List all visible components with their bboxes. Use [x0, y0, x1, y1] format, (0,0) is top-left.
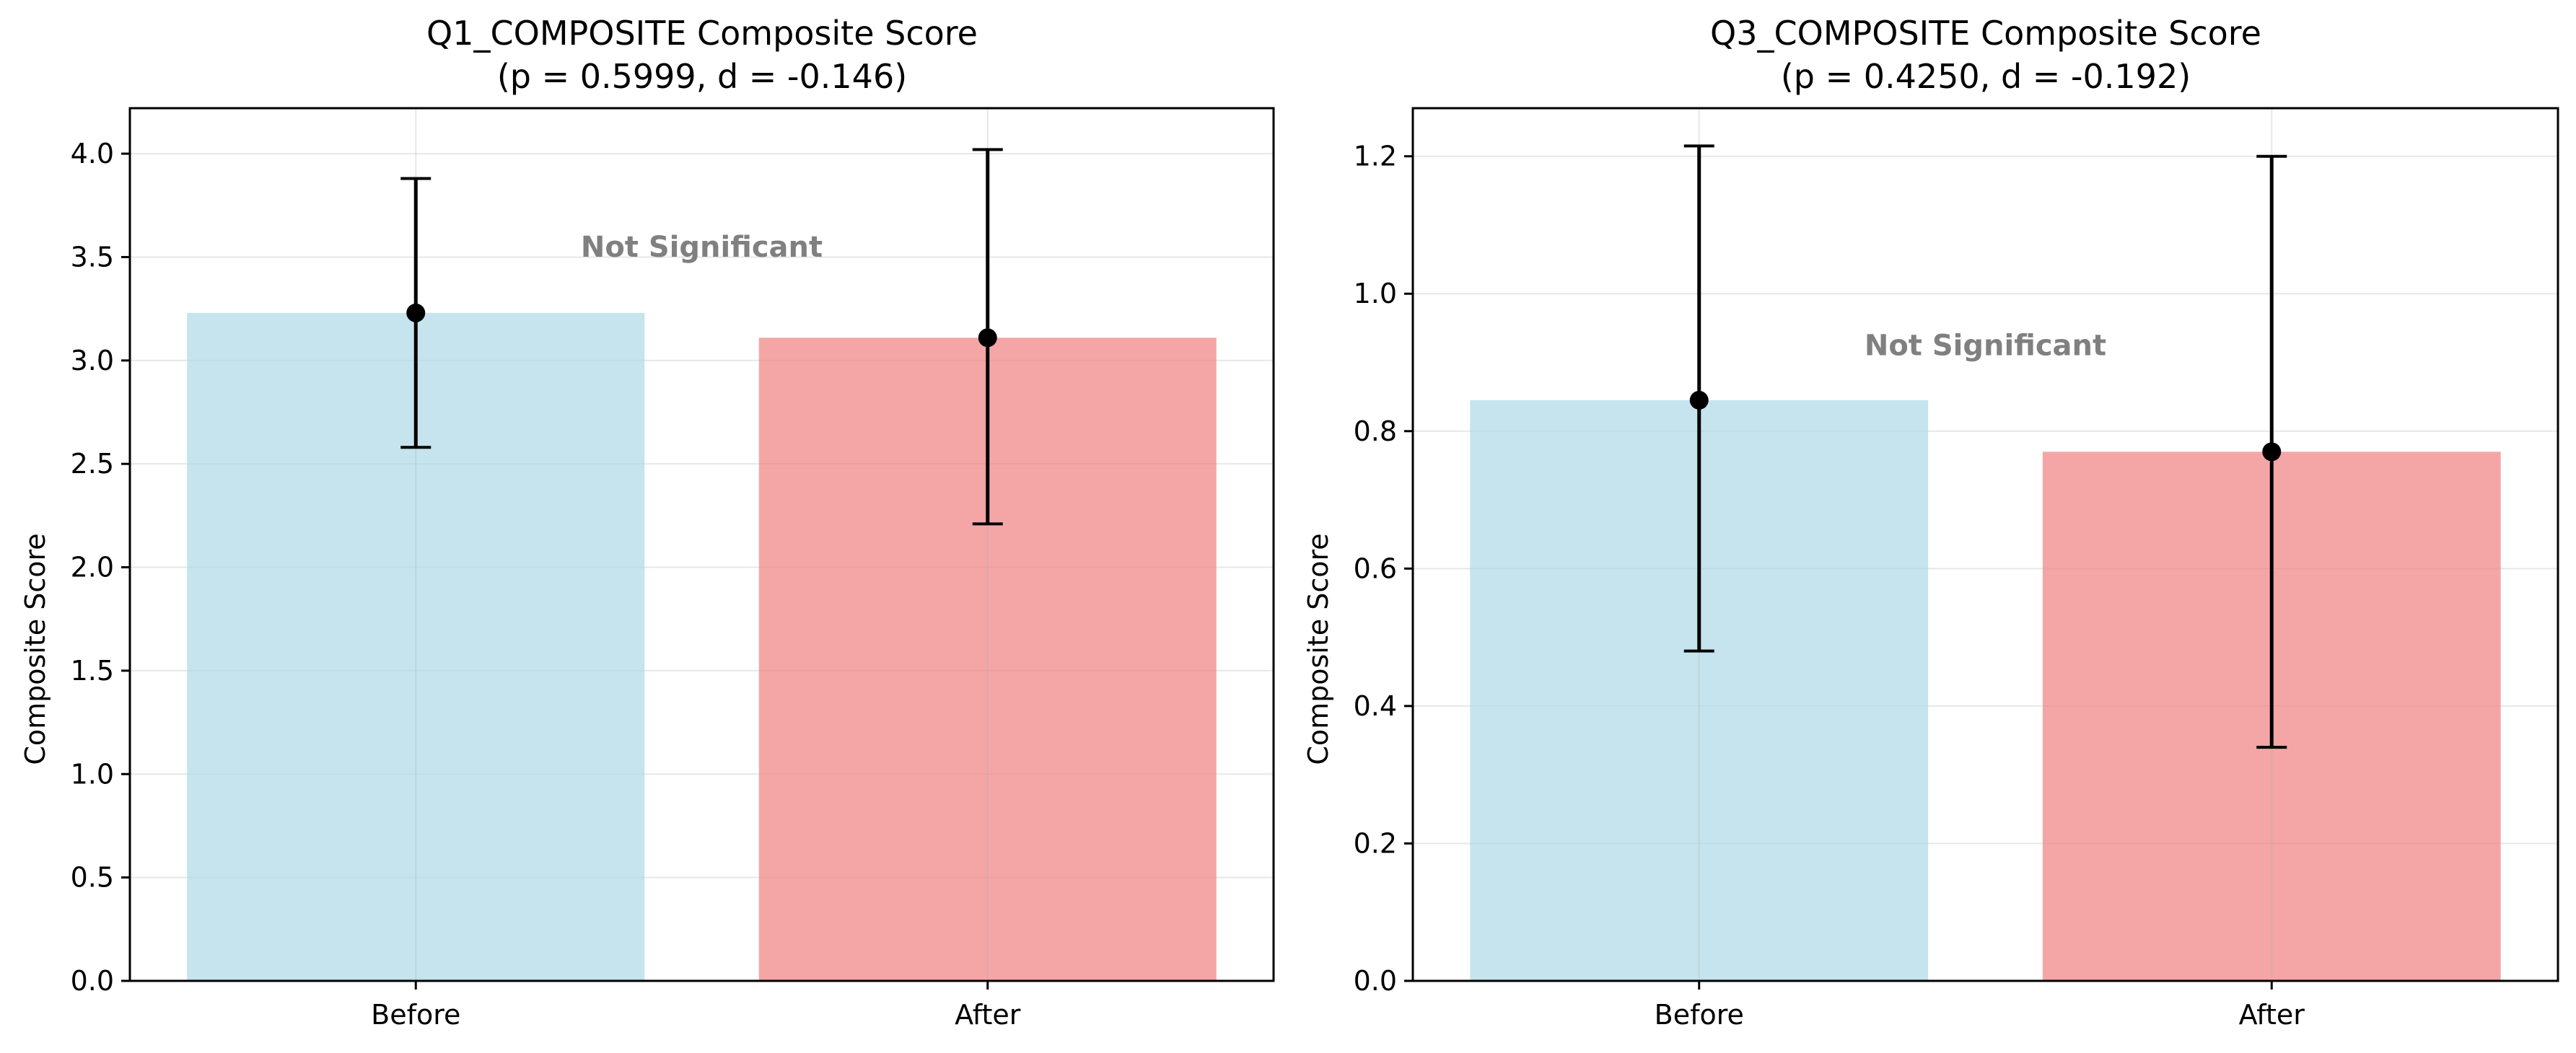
y-tick-label: 1.0 — [71, 758, 114, 790]
y-ticks: 0.0 0.2 0.4 0.6 0.8 1.0 1.2 — [1354, 141, 1413, 997]
mean-point — [1689, 390, 1709, 410]
significance-annotation: Not Significant — [581, 231, 823, 264]
chart-title: Q3_COMPOSITE Composite Score — [1710, 14, 2261, 53]
y-tick-label: 0.8 — [1354, 415, 1397, 447]
bars — [1470, 108, 2501, 981]
error-bars — [400, 148, 1003, 526]
y-tick-label: 0.6 — [1354, 552, 1397, 584]
x-ticks: Before After — [371, 981, 1021, 1031]
y-tick-label: 2.5 — [71, 448, 114, 480]
y-tick-label: 0.0 — [1354, 965, 1397, 997]
chart-subtitle: (p = 0.4250, d = -0.192) — [1781, 57, 2191, 96]
chart-panel-q3: Q3_COMPOSITE Composite Score (p = 0.4250… — [1302, 14, 2559, 1031]
chart-title: Q1_COMPOSITE Composite Score — [426, 14, 978, 53]
y-tick-label: 0.4 — [1354, 690, 1397, 722]
error-bars — [1683, 144, 2287, 749]
x-tick-label: After — [2239, 999, 2305, 1031]
x-ticks: Before After — [1655, 981, 2305, 1031]
y-tick-label: 0.2 — [1354, 827, 1397, 859]
y-axis-label: Composite Score — [1302, 533, 1334, 765]
x-tick-label: Before — [1655, 999, 1744, 1031]
plot-frame — [1411, 107, 2559, 982]
chart-panel-q1: Q1_COMPOSITE Composite Score (p = 0.5999… — [19, 14, 1275, 1031]
mean-point — [2262, 442, 2282, 462]
y-tick-label: 3.0 — [71, 345, 114, 376]
y-tick-label: 1.2 — [1354, 141, 1397, 172]
mean-point — [406, 303, 426, 322]
plot-frame — [128, 107, 1275, 982]
y-tick-label: 0.5 — [71, 862, 114, 894]
y-ticks: 0.0 0.5 1.0 1.5 2.0 2.5 3.0 3.5 4.0 — [71, 138, 130, 997]
significance-annotation: Not Significant — [1865, 330, 2106, 363]
chart-subtitle: (p = 0.5999, d = -0.146) — [497, 57, 907, 96]
y-tick-label: 4.0 — [71, 138, 114, 169]
y-tick-label: 2.0 — [71, 552, 114, 583]
y-tick-label: 3.5 — [71, 241, 114, 273]
y-tick-label: 1.0 — [1354, 278, 1397, 309]
mean-point — [978, 328, 997, 348]
y-tick-label: 0.0 — [71, 965, 114, 997]
y-axis-label: Composite Score — [19, 533, 51, 765]
x-tick-label: Before — [371, 999, 460, 1031]
x-tick-label: After — [955, 999, 1021, 1031]
y-tick-label: 1.5 — [71, 655, 114, 687]
